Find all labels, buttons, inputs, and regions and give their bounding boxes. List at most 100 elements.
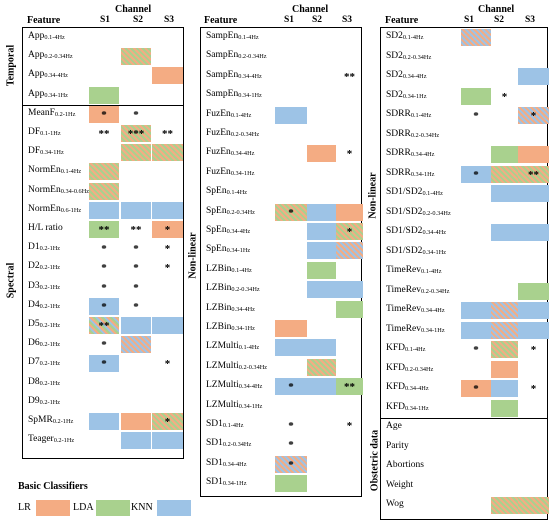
feature-name: SD2	[386, 70, 403, 80]
feature-label: SpEn0.34-1Hz	[206, 244, 250, 254]
cell-s3: *	[518, 341, 549, 358]
cell-s3	[336, 456, 363, 473]
feature-band: 0.34-4Hz	[422, 229, 447, 236]
table-row: * SpEn0.34-4Hz	[201, 222, 363, 241]
cell-s3: *	[152, 240, 183, 257]
significance-mark: *	[164, 358, 171, 371]
cell-s3	[518, 127, 549, 144]
cell-s3	[518, 282, 549, 300]
feature-label: LZBin0.34-1Hz	[206, 322, 255, 332]
cell-s3	[518, 497, 549, 514]
feature-band: 0.34-1Hz	[405, 404, 429, 412]
table-row: D80.2-1Hz	[23, 374, 185, 393]
cell-s2	[307, 145, 336, 163]
cell-s2	[121, 336, 151, 354]
panel1-s1-header: S1	[99, 15, 111, 25]
table-row: * * * D10.2-1Hz	[23, 239, 185, 258]
feature-band: 0.34-1Hz	[238, 92, 262, 100]
cell-s1: *	[275, 455, 307, 473]
cell-s1	[89, 29, 119, 46]
feature-name: SDRR	[386, 167, 411, 178]
panel-temporal-spectral: App0.1-4Hz App0.2-0.34Hz App0.34-4Hz App0.3…	[22, 27, 184, 459]
cell-s3	[518, 400, 549, 417]
table-row: * * MeanF0.2-1Hz	[23, 105, 185, 124]
table-row: SpEn0.34-1Hz	[201, 241, 363, 260]
cell-s1	[461, 283, 491, 300]
cell-s3: *	[152, 413, 183, 430]
cell-s2	[121, 317, 151, 334]
feature-band: 0.2-1Hz	[39, 379, 61, 387]
table-row: ** *** ** DF0.1-1Hz	[23, 124, 185, 143]
feature-name: LZBin	[206, 283, 232, 294]
group-divider	[381, 418, 547, 419]
cell-s3	[336, 262, 363, 279]
cell-s1: **	[89, 317, 119, 334]
feature-name: FuzEn	[206, 128, 231, 138]
feature-name: SampEn	[206, 31, 239, 41]
cell-s1: *	[275, 203, 307, 221]
cell-s3	[518, 29, 549, 46]
cell-s2	[307, 107, 336, 124]
significance-mark: *	[133, 281, 139, 294]
feature-label: SD20.34-4Hz	[386, 70, 427, 80]
panel2-feature-header: Feature	[204, 15, 238, 26]
feature-name: D7	[28, 357, 40, 368]
feature-name: DF	[28, 146, 41, 157]
group-label-temporal: Temporal	[5, 44, 17, 87]
cell-s2: **	[121, 221, 151, 238]
significance-mark: *	[530, 383, 537, 395]
feature-label: LZMulti0.34-1Hz	[206, 400, 262, 410]
cell-s1	[275, 48, 307, 65]
cell-s1	[275, 165, 307, 182]
cell-s1	[275, 106, 307, 124]
cell-s1	[461, 321, 491, 339]
group-divider	[23, 104, 183, 106]
feature-label: Weight	[386, 480, 413, 490]
feature-label: KFD0.34-1Hz	[386, 402, 429, 412]
cell-s3	[336, 300, 363, 318]
cell-s2	[491, 205, 518, 222]
cell-s1	[275, 29, 307, 46]
cell-s3	[152, 163, 183, 180]
cell-s3	[336, 107, 363, 124]
panel-nonlinear-1: SampEn0.1-4Hz SampEn0.2-0.34Hz ** SampEn0.3…	[200, 27, 363, 497]
cell-s1: *	[461, 341, 491, 358]
panel3-s3-header: S3	[524, 15, 536, 25]
feature-name: SDRR	[386, 109, 411, 119]
feature-band: 0.2-1Hz	[39, 341, 61, 349]
feature-name: SpEn	[206, 205, 227, 216]
feature-band: 0.34-1Hz	[238, 402, 263, 410]
feature-label: D30.2-1Hz	[28, 281, 60, 291]
cell-s3	[152, 144, 183, 162]
feature-label: SD10.2-0.34Hz	[206, 438, 251, 448]
table-row: Parity	[381, 438, 549, 457]
cell-s3	[152, 106, 183, 123]
feature-band: 0.2-0.34Hz	[44, 53, 73, 61]
cell-s3	[518, 205, 549, 222]
cell-s3: *	[152, 221, 183, 238]
feature-band: 0.34-4Hz	[238, 72, 262, 80]
feature-name: SampEn	[206, 50, 239, 61]
feature-name: SampEn	[206, 69, 239, 80]
table-row: Wog	[381, 496, 549, 515]
feature-band: 0.1-4Hz	[230, 111, 252, 119]
feature-label: SD10.34-4Hz	[206, 458, 247, 468]
cell-s2	[307, 339, 336, 357]
feature-band: 0.2-0.34Hz	[238, 363, 268, 371]
cell-s1	[275, 262, 307, 279]
cell-s3	[336, 436, 363, 453]
table-row: App0.1-4Hz	[23, 28, 185, 47]
cell-s2	[307, 456, 336, 473]
feature-name: D4	[28, 299, 40, 310]
cell-s3	[336, 203, 363, 221]
cell-s2	[307, 242, 336, 260]
feature-name: SD1/SD2	[386, 206, 423, 217]
cell-s2	[491, 439, 518, 456]
feature-label: H/L ratio	[28, 223, 63, 233]
cell-s2	[121, 183, 151, 200]
cell-s1	[461, 400, 491, 417]
cell-s2	[491, 399, 518, 417]
feature-band: 0.2-0.34Hz	[231, 286, 260, 294]
cell-s2	[491, 458, 518, 475]
cell-s1	[275, 281, 307, 298]
